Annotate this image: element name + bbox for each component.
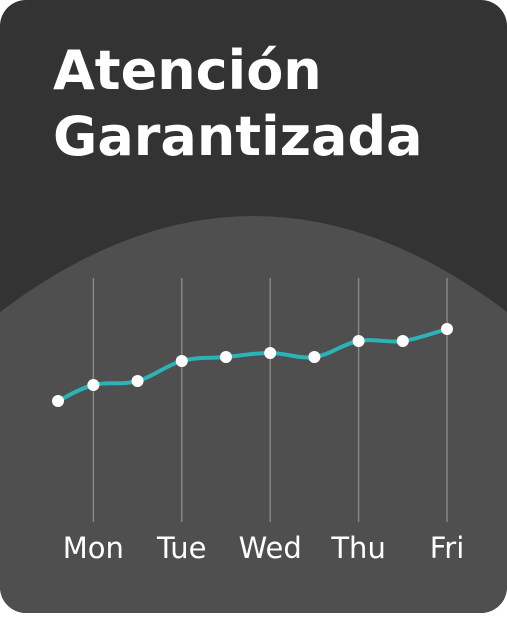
data-point-5 bbox=[264, 347, 277, 359]
title-line-1: Atención bbox=[53, 39, 322, 102]
x-tick-mon: Mon bbox=[63, 531, 124, 565]
card-title: Atención Garantizada bbox=[53, 38, 423, 170]
data-point-4 bbox=[219, 351, 232, 363]
plot-area-arc bbox=[0, 216, 507, 613]
x-tick-wed: Wed bbox=[239, 531, 302, 565]
x-tick-thu: Thu bbox=[330, 531, 385, 565]
title-line-2: Garantizada bbox=[53, 105, 423, 168]
gridlines bbox=[92, 278, 448, 522]
data-point-3 bbox=[175, 355, 188, 367]
data-point-1 bbox=[87, 379, 100, 391]
x-tick-tue: Tue bbox=[156, 531, 207, 565]
data-point-8 bbox=[396, 335, 409, 347]
data-point-6 bbox=[308, 351, 321, 363]
data-point-2 bbox=[131, 375, 144, 387]
data-point-7 bbox=[352, 335, 365, 347]
series-line bbox=[56, 327, 449, 403]
x-tick-labels: Mon Tue Wed Thu Fri bbox=[63, 531, 464, 565]
data-points bbox=[52, 323, 453, 407]
x-tick-fri: Fri bbox=[430, 531, 465, 565]
data-point-0 bbox=[52, 395, 64, 407]
data-point-9 bbox=[441, 323, 453, 335]
